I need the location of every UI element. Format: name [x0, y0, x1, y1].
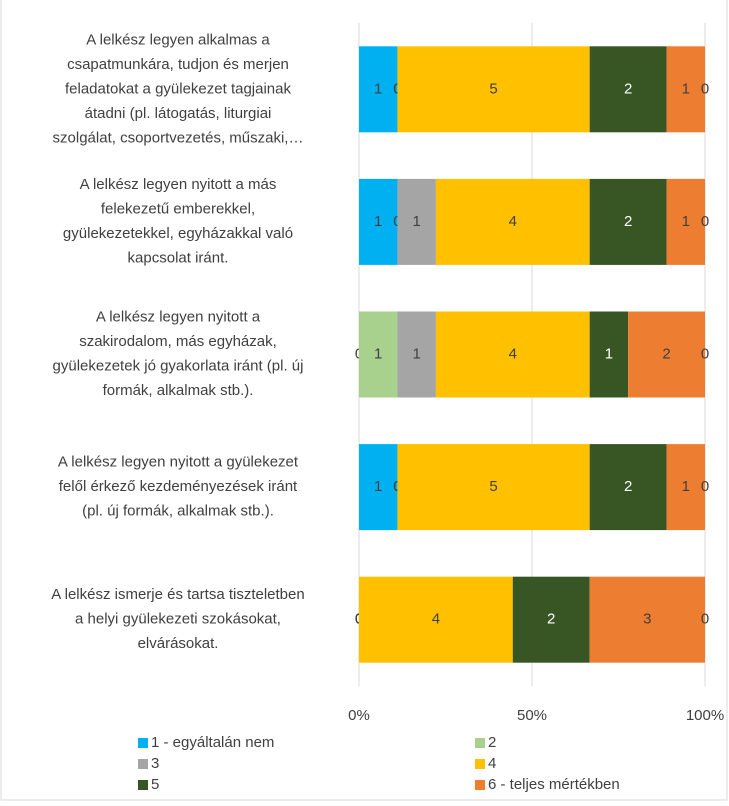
bar-segment [359, 46, 398, 133]
data-label: 2 [624, 478, 632, 495]
data-label: 4 [509, 345, 517, 362]
category-label: a helyi gyülekezeti szokásokat, [75, 611, 281, 628]
category-label: felől érkező kezdeményezések iránt [59, 478, 298, 495]
bar-segment [435, 178, 590, 265]
bar-segment [397, 311, 436, 398]
category-label: A lelkész legyen alkalmas a [86, 31, 270, 48]
data-label: 1 [374, 213, 382, 230]
data-label: 1 [682, 478, 690, 495]
category-label: gyülekezetek jó gyakorlata iránt (pl. új [53, 358, 304, 375]
bar-segment [666, 444, 705, 531]
x-tick-label: 50% [517, 707, 547, 724]
data-label: 1 [682, 213, 690, 230]
legend-swatch [475, 738, 485, 748]
legend-label: 2 [488, 734, 496, 751]
category-label: elvárásokat. [138, 635, 219, 652]
legend-swatch [138, 738, 148, 748]
category-label: feladatokat a gyülekezet tagjainak [65, 80, 291, 97]
legend-label: 5 [151, 776, 159, 793]
category-label: A lelkész legyen nyitott a gyülekezet [58, 454, 299, 471]
data-label: 5 [489, 80, 497, 97]
category-label: gyülekezetekkel, egyházakkal való [63, 225, 293, 242]
category-label: A lelkész legyen nyitott a [96, 309, 261, 326]
bar-segment [435, 311, 590, 398]
data-label: 2 [547, 611, 555, 628]
data-label: 0 [701, 611, 709, 628]
legend-label: 4 [488, 755, 496, 772]
category-label: felekezetű emberekkel, [101, 201, 255, 218]
bar-segment [359, 576, 513, 663]
legend-label: 6 - teljes mértékben [488, 776, 620, 793]
bar-segment [589, 46, 667, 133]
data-label: 1 [374, 345, 382, 362]
x-tick-label: 0% [348, 707, 370, 724]
data-label: 4 [509, 213, 517, 230]
data-label: 1 [412, 345, 420, 362]
category-label: kapcsolat iránt. [128, 250, 229, 267]
data-label: 0 [701, 80, 709, 97]
data-label: 1 [374, 80, 382, 97]
data-label: 2 [624, 80, 632, 97]
category-label: csapatmunkára, tudjon és merjen [67, 56, 289, 73]
data-label: 5 [489, 478, 497, 495]
bar-segment [359, 444, 398, 531]
bar-segment [397, 178, 436, 265]
legend-swatch [475, 780, 485, 790]
legend-swatch [138, 780, 148, 790]
category-label: szolgálat, csoportvezetés, műszaki,… [53, 129, 304, 146]
bar-segment [512, 576, 590, 663]
bar-segment [359, 311, 398, 398]
data-label: 2 [624, 213, 632, 230]
data-label: 0 [701, 478, 709, 495]
data-label: 1 [412, 213, 420, 230]
legend-label: 3 [151, 755, 159, 772]
x-tick-label: 100% [686, 707, 724, 724]
data-label: 1 [374, 478, 382, 495]
data-label: 0 [701, 345, 709, 362]
bar-segment [589, 311, 629, 398]
bar-segment [589, 444, 667, 531]
data-label: 0 [701, 213, 709, 230]
data-label: 1 [605, 345, 613, 362]
category-label: szakirodalom, más egyházak, [79, 333, 277, 350]
legend-label: 1 - egyáltalán nem [151, 734, 274, 751]
category-label: átadni (pl. látogatás, liturgiai [85, 105, 272, 122]
legend-swatch [475, 759, 485, 769]
bar-segment [589, 576, 705, 663]
category-label: A lelkész legyen nyitott a más [80, 176, 277, 193]
category-label: (pl. új formák, alkalmak stb.). [82, 503, 274, 520]
bar-segment [666, 178, 705, 265]
bar-segment [397, 46, 590, 133]
data-label: 4 [432, 611, 440, 628]
bar-segment [359, 178, 398, 265]
category-label: formák, alkalmak stb.). [103, 382, 254, 399]
bar-segment [628, 311, 705, 398]
legend-swatch [138, 759, 148, 769]
bar-segment [397, 444, 590, 531]
data-label: 2 [662, 345, 670, 362]
data-label: 3 [643, 611, 651, 628]
data-label: 1 [682, 80, 690, 97]
bar-segment [666, 46, 705, 133]
bar-segment [589, 178, 667, 265]
category-label: A lelkész ismerje és tartsa tiszteletben [51, 586, 304, 603]
